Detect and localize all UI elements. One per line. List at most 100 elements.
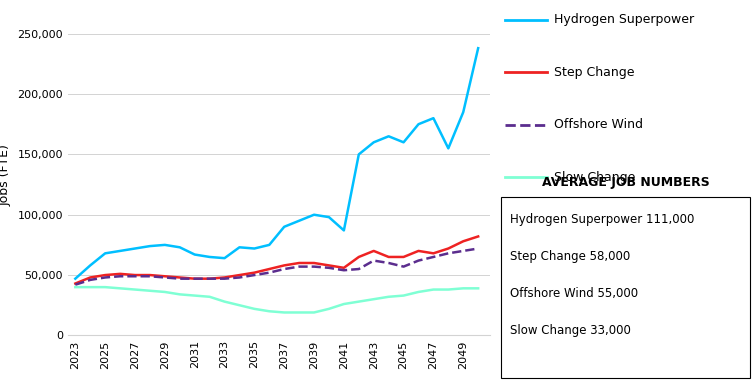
Step Change — [235, 273, 244, 277]
Slow Change — [265, 309, 274, 314]
Slow Change — [250, 307, 259, 311]
Step Change — [354, 255, 363, 259]
Offshore Wind — [146, 274, 155, 278]
Offshore Wind — [384, 261, 393, 265]
Slow Change — [310, 310, 319, 315]
Step Change — [130, 273, 139, 277]
Text: Slow Change: Slow Change — [554, 171, 636, 184]
Hydrogen Superpower — [250, 246, 259, 251]
Step Change — [414, 248, 423, 253]
Offshore Wind — [265, 270, 274, 275]
Text: Hydrogen Superpower: Hydrogen Superpower — [554, 13, 694, 26]
Hydrogen Superpower — [280, 225, 289, 229]
Slow Change — [429, 287, 438, 292]
Hydrogen Superpower — [295, 218, 304, 223]
Offshore Wind — [310, 264, 319, 269]
Slow Change — [369, 297, 379, 301]
Hydrogen Superpower — [86, 263, 95, 268]
Slow Change — [458, 286, 467, 291]
Slow Change — [71, 285, 80, 289]
Slow Change — [190, 293, 199, 298]
Step Change — [474, 234, 483, 239]
Y-axis label: Jobs (FTE): Jobs (FTE) — [0, 145, 12, 206]
Step Change — [220, 275, 229, 280]
Offshore Wind — [324, 266, 333, 270]
Offshore Wind — [161, 275, 170, 280]
Step Change — [86, 275, 95, 280]
Hydrogen Superpower — [474, 46, 483, 51]
Hydrogen Superpower — [414, 122, 423, 126]
Slow Change — [175, 292, 184, 297]
Hydrogen Superpower — [146, 244, 155, 248]
Slow Change — [146, 289, 155, 293]
Offshore Wind — [205, 277, 214, 281]
Offshore Wind — [429, 255, 438, 259]
Offshore Wind — [190, 277, 199, 281]
Step Change — [310, 261, 319, 265]
Hydrogen Superpower — [115, 248, 124, 253]
Step Change — [429, 251, 438, 256]
Slow Change — [339, 302, 348, 307]
Hydrogen Superpower — [205, 255, 214, 259]
Hydrogen Superpower — [369, 140, 379, 145]
Step Change — [250, 270, 259, 275]
Hydrogen Superpower — [310, 213, 319, 217]
Offshore Wind — [444, 251, 453, 256]
Offshore Wind — [295, 264, 304, 269]
Hydrogen Superpower — [220, 256, 229, 261]
Offshore Wind — [458, 248, 467, 253]
Hydrogen Superpower — [354, 152, 363, 157]
Hydrogen Superpower — [265, 243, 274, 247]
Slow Change — [399, 293, 408, 298]
Offshore Wind — [414, 258, 423, 263]
Offshore Wind — [280, 267, 289, 271]
Slow Change — [324, 307, 333, 311]
Hydrogen Superpower — [71, 277, 80, 281]
Offshore Wind — [354, 267, 363, 271]
Offshore Wind — [339, 268, 348, 273]
Hydrogen Superpower — [130, 246, 139, 251]
Step Change — [384, 255, 393, 259]
Line: Offshore Wind: Offshore Wind — [75, 248, 478, 285]
Hydrogen Superpower — [100, 251, 109, 256]
Step Change — [115, 271, 124, 276]
Line: Hydrogen Superpower: Hydrogen Superpower — [75, 48, 478, 279]
Offshore Wind — [399, 264, 408, 269]
Step Change — [280, 263, 289, 268]
Hydrogen Superpower — [190, 252, 199, 257]
Offshore Wind — [369, 258, 379, 263]
Hydrogen Superpower — [444, 146, 453, 151]
Text: Hydrogen Superpower 111,000: Hydrogen Superpower 111,000 — [510, 213, 695, 225]
Step Change — [205, 277, 214, 281]
Hydrogen Superpower — [161, 243, 170, 247]
Line: Step Change: Step Change — [75, 236, 478, 284]
Step Change — [71, 281, 80, 286]
Hydrogen Superpower — [235, 245, 244, 250]
Offshore Wind — [130, 274, 139, 278]
Hydrogen Superpower — [458, 110, 467, 115]
Offshore Wind — [175, 277, 184, 281]
Slow Change — [130, 287, 139, 292]
Slow Change — [444, 287, 453, 292]
Offshore Wind — [474, 246, 483, 251]
Step Change — [339, 266, 348, 270]
Hydrogen Superpower — [399, 140, 408, 145]
Slow Change — [280, 310, 289, 315]
Hydrogen Superpower — [339, 228, 348, 233]
Slow Change — [205, 294, 214, 299]
Slow Change — [100, 285, 109, 289]
Line: Slow Change: Slow Change — [75, 287, 478, 312]
Slow Change — [295, 310, 304, 315]
Offshore Wind — [235, 275, 244, 280]
Slow Change — [414, 290, 423, 294]
Slow Change — [354, 299, 363, 304]
Slow Change — [115, 286, 124, 291]
Offshore Wind — [220, 277, 229, 281]
Text: Step Change: Step Change — [554, 66, 635, 79]
Step Change — [265, 267, 274, 271]
Text: Slow Change 33,000: Slow Change 33,000 — [510, 324, 631, 337]
Hydrogen Superpower — [384, 134, 393, 138]
Step Change — [175, 275, 184, 280]
Offshore Wind — [115, 274, 124, 278]
Slow Change — [235, 303, 244, 308]
